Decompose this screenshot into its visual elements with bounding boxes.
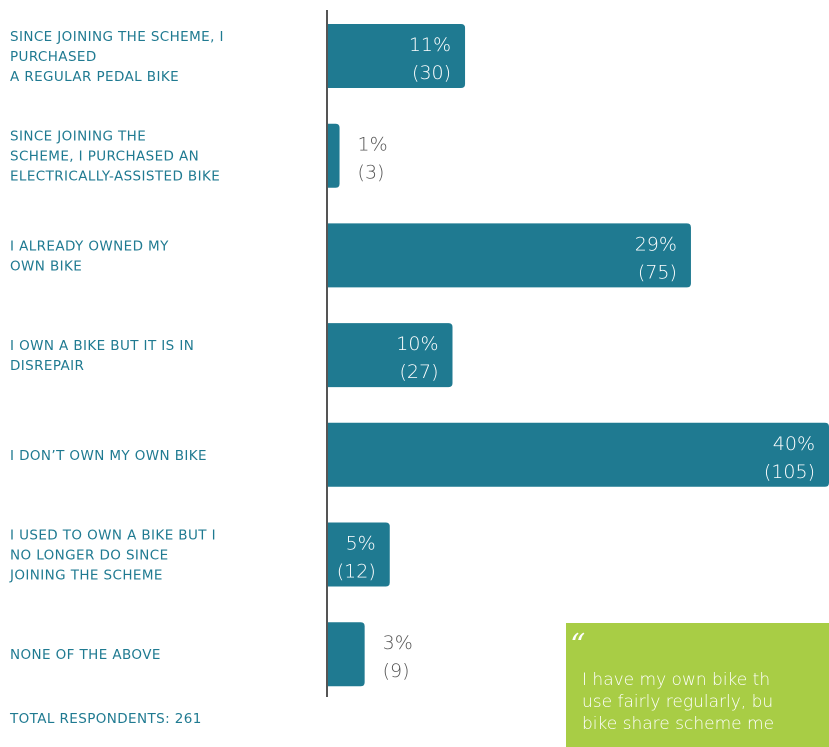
category-label-5: I USED TO OWN A BIKE BUT I NO LONGER DO S… bbox=[9, 528, 216, 584]
quote-mark: “ bbox=[570, 631, 585, 661]
bar-chart: 11% (30) SINCE JOINING THE SCHEME, I PURCHA… bbox=[0, 0, 829, 705]
category-label-2: I ALREADY OWNED MY OWN BIKE bbox=[10, 238, 169, 274]
category-label-0: SINCE JOINING THE SCHEME, I PURCHASED A RE… bbox=[10, 29, 224, 85]
bar-6 bbox=[327, 622, 365, 686]
category-label-4: I DON’T OWN MY OWN BIKE bbox=[10, 448, 207, 464]
total-respondents-label: TOTAL RESPONDENTS: 261 bbox=[10, 711, 202, 727]
value-label-1: 1% bbox=[358, 134, 388, 156]
count-label-6: (9) bbox=[383, 660, 410, 682]
value-label-0: 11% bbox=[409, 34, 451, 56]
count-label-2: (75) bbox=[638, 261, 677, 283]
bar-1 bbox=[327, 124, 340, 188]
count-label-1: (3) bbox=[358, 162, 385, 184]
quote-box: “ I have my own bike th use fairly regul… bbox=[566, 623, 829, 747]
value-label-2: 29% bbox=[635, 233, 677, 255]
value-label-5: 5% bbox=[346, 533, 376, 555]
count-label-4: (105) bbox=[764, 461, 815, 483]
value-label-3: 10% bbox=[396, 333, 438, 355]
value-label-6: 3% bbox=[383, 632, 413, 654]
count-label-5: (12) bbox=[337, 561, 376, 583]
category-label-6: NONE OF THE ABOVE bbox=[10, 647, 161, 663]
count-label-3: (27) bbox=[399, 361, 438, 383]
quote-text: I have my own bike th use fairly regular… bbox=[582, 669, 829, 735]
category-label-1: SINCE JOINING THE SCHEME, I PURCHASED AN E… bbox=[10, 129, 220, 185]
count-label-0: (30) bbox=[412, 62, 451, 84]
bar-4 bbox=[327, 423, 829, 487]
category-label-3: I OWN A BIKE BUT IT IS IN DISREPAIR bbox=[10, 338, 194, 374]
value-label-4: 40% bbox=[773, 433, 815, 455]
